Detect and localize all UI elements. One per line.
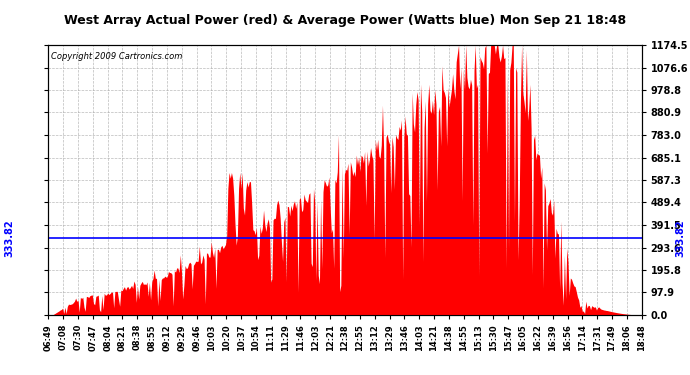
Text: 333.82: 333.82 <box>676 219 685 257</box>
Text: 333.82: 333.82 <box>5 219 14 257</box>
Text: West Array Actual Power (red) & Average Power (Watts blue) Mon Sep 21 18:48: West Array Actual Power (red) & Average … <box>64 14 626 27</box>
Text: Copyright 2009 Cartronics.com: Copyright 2009 Cartronics.com <box>51 52 183 61</box>
